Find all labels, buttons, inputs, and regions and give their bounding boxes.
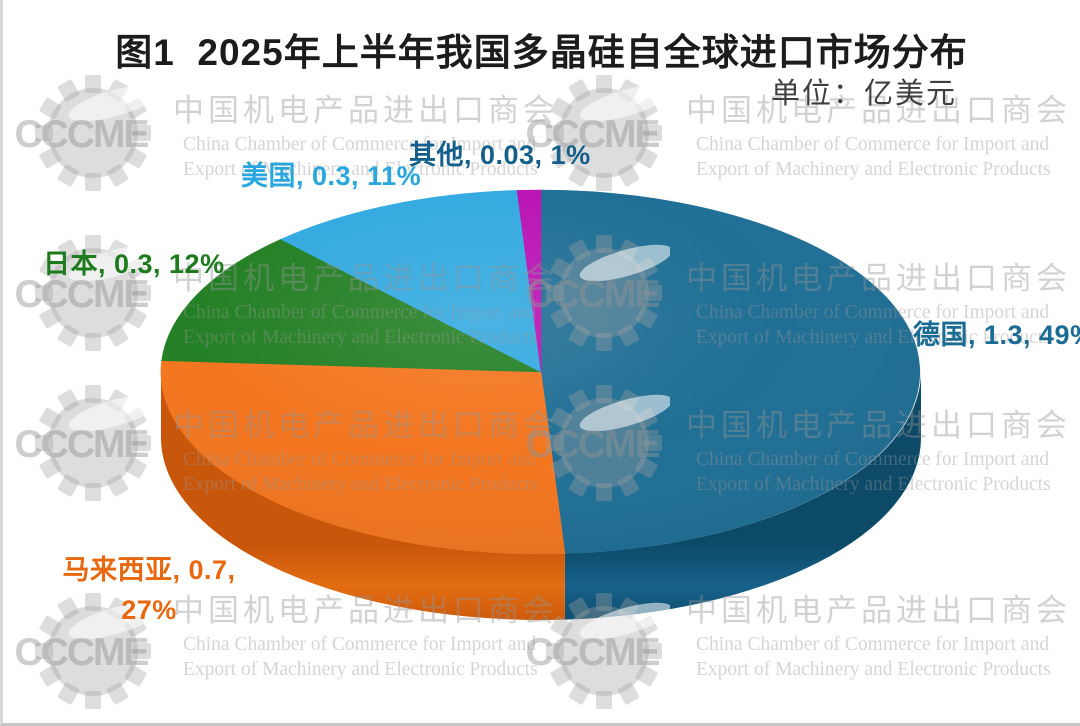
pie-top-sheen <box>161 190 921 554</box>
unit-label: 单位：亿美元 <box>771 78 958 110</box>
page-title: 图1 2025年上半年我国多晶硅自全球进口市场分布 <box>115 32 968 73</box>
pie-slice-side-0 <box>564 372 921 620</box>
slice-label-4: 其他, 0.03, 1% <box>409 140 591 170</box>
slice-labels-layer: 德国, 1.3, 49% 马来西亚, 0.7, 27% 日本, 0.3, 12% 美国… <box>3 0 1080 723</box>
pie-chart-layer <box>3 0 1080 723</box>
pie-chart <box>160 189 921 620</box>
slice-label-2: 日本, 0.3, 12% <box>43 249 225 279</box>
pie-slice-side-1 <box>161 372 565 620</box>
slice-label-0: 德国, 1.3, 49% <box>913 320 1080 350</box>
slice-label-3: 美国, 0.3, 11% <box>241 161 422 191</box>
slice-label-1: 马来西亚, 0.7, 27% <box>62 555 236 625</box>
